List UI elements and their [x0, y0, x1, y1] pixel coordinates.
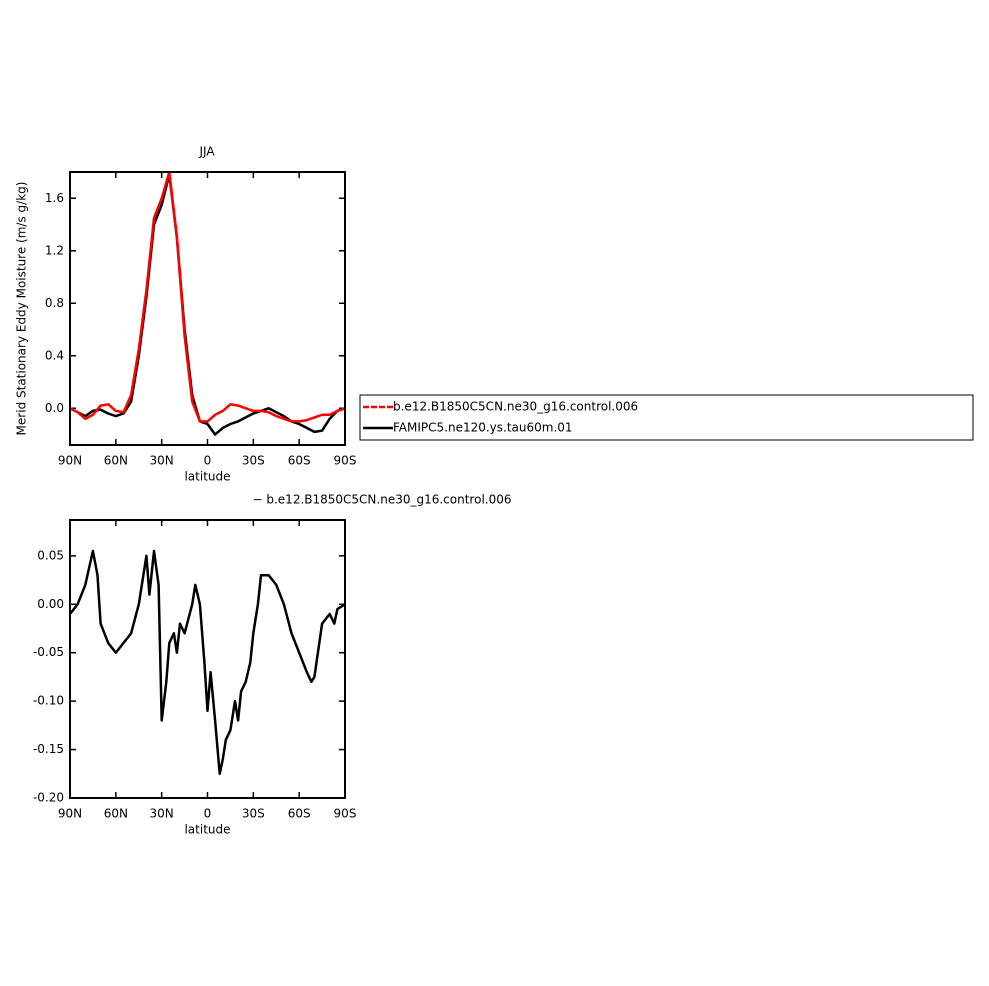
x-tick-label: 90S — [334, 807, 357, 821]
x-axis-label: latitude — [184, 823, 230, 837]
x-tick-label: 0 — [204, 807, 212, 821]
y-tick-label: 0.00 — [37, 597, 64, 611]
y-tick-label: 0.05 — [37, 548, 64, 562]
legend-box — [359, 394, 974, 441]
legend-label: b.e12.B1850C5CN.ne30_g16.control.006 — [393, 400, 638, 414]
y-tick-label: 0.4 — [45, 348, 64, 362]
y-tick-label: -0.05 — [33, 645, 64, 659]
y-tick-label: 1.2 — [45, 243, 64, 257]
plot-frame — [69, 171, 346, 446]
x-tick-label: 60N — [104, 807, 128, 821]
x-tick-label: 90N — [58, 454, 82, 468]
chart-title: − b.e12.B1850C5CN.ne30_g16.control.006 — [253, 493, 512, 507]
x-tick-label: 60N — [104, 454, 128, 468]
y-tick-label: -0.10 — [33, 694, 64, 708]
y-axis-label: Merid Stationary Eddy Moisture (m/s g/kg… — [15, 182, 29, 436]
data-line — [70, 172, 345, 423]
x-tick-label: 60S — [288, 454, 311, 468]
x-tick-label: 0 — [204, 454, 212, 468]
x-tick-label: 90S — [334, 454, 357, 468]
x-tick-label: 30N — [150, 807, 174, 821]
chart-title: JJA — [198, 145, 215, 159]
y-tick-label: 1.6 — [45, 191, 64, 205]
x-tick-label: 30S — [242, 454, 265, 468]
data-line — [70, 173, 345, 436]
y-tick-label: -0.20 — [33, 791, 64, 805]
y-tick-label: -0.15 — [33, 742, 64, 756]
y-tick-label: 0.8 — [45, 296, 64, 310]
x-tick-label: 60S — [288, 807, 311, 821]
x-axis-label: latitude — [184, 470, 230, 484]
x-tick-label: 90N — [58, 807, 82, 821]
data-line — [70, 549, 345, 776]
x-tick-label: 30N — [150, 454, 174, 468]
x-tick-label: 30S — [242, 807, 265, 821]
legend-label: FAMIPC5.ne120.ys.tau60m.01 — [393, 421, 573, 435]
y-tick-label: 0.0 — [45, 401, 64, 415]
plot-frame — [69, 519, 346, 799]
